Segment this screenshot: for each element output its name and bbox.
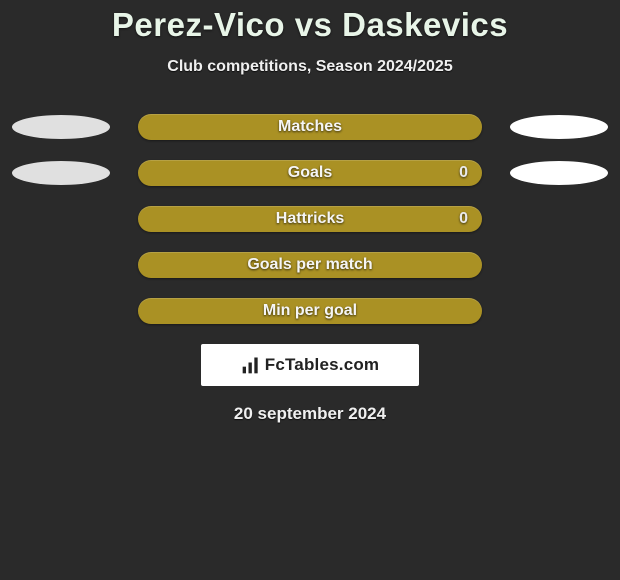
stat-row-gpm: Goals per match <box>0 252 620 278</box>
stat-bar: Matches <box>138 114 482 140</box>
stat-label: Hattricks <box>276 206 344 232</box>
stat-row-goals: Goals 0 <box>0 160 620 186</box>
stat-bar: Min per goal <box>138 298 482 324</box>
stat-label: Matches <box>278 114 342 140</box>
stat-bar: Goals per match <box>138 252 482 278</box>
stat-row-hattricks: Hattricks 0 <box>0 206 620 232</box>
container: Perez-Vico vs Daskevics Club competition… <box>0 6 620 424</box>
left-ellipse <box>12 161 110 185</box>
left-ellipse <box>12 115 110 139</box>
stat-bar: Hattricks 0 <box>138 206 482 232</box>
logo-text: FcTables.com <box>265 355 380 375</box>
stat-label: Goals per match <box>247 252 372 278</box>
stat-row-matches: Matches <box>0 114 620 140</box>
right-ellipse <box>510 161 608 185</box>
stat-row-mpg: Min per goal <box>0 298 620 324</box>
right-ellipse <box>510 115 608 139</box>
stat-rows: Matches Goals 0 Hattricks 0 Goals per match Mi… <box>0 114 620 324</box>
stat-label: Goals <box>288 160 332 186</box>
stat-label: Min per goal <box>263 298 357 324</box>
page-title: Perez-Vico vs Daskevics <box>0 6 620 44</box>
stat-value: 0 <box>459 206 468 232</box>
logo-box[interactable]: FcTables.com <box>201 344 419 386</box>
stat-bar: Goals 0 <box>138 160 482 186</box>
stat-value: 0 <box>459 160 468 186</box>
logo-bars-icon <box>241 355 261 375</box>
footer-date: 20 september 2024 <box>0 404 620 424</box>
page-subtitle: Club competitions, Season 2024/2025 <box>0 58 620 76</box>
